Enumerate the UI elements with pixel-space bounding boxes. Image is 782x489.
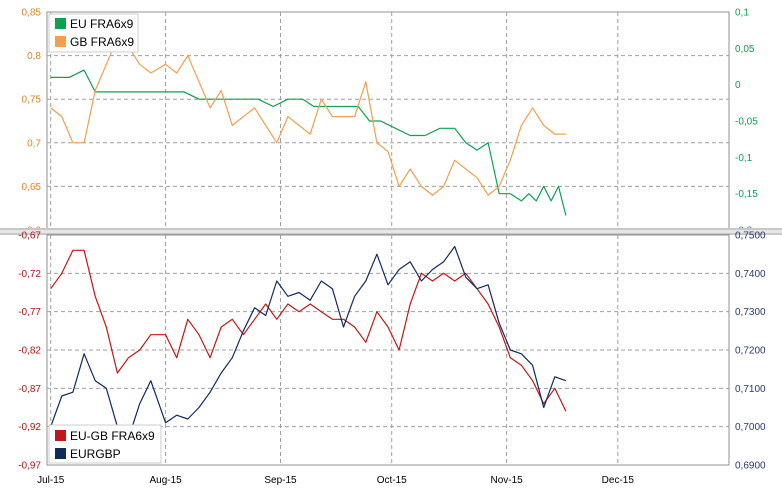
bottom-legend: EU-GB FRA6x9 EURGBP xyxy=(48,424,162,464)
bottom-left-tick-label: -0,97 xyxy=(18,461,41,472)
x-tick-label: Nov-15 xyxy=(490,475,523,486)
top-right-tick-label: -0,15 xyxy=(735,189,758,200)
series-line-eu-fra6x9 xyxy=(50,69,567,216)
bottom-grid xyxy=(47,235,729,465)
legend-label-eu-fra: EU FRA6x9 xyxy=(70,17,134,31)
panel-divider xyxy=(0,228,782,235)
bottom-series-lines xyxy=(50,245,567,439)
divider-band xyxy=(0,228,782,235)
bottom-panel: -0,67 -0,72 -0,77 -0,82 -0,87 -0,92 -0,97 0,75… xyxy=(18,231,766,472)
x-tick-label: Dec-15 xyxy=(602,475,635,486)
top-left-tick-label: 0,65 xyxy=(22,182,42,193)
x-tick-label: Aug-15 xyxy=(149,475,182,486)
bottom-right-tick-label: 0,7200 xyxy=(735,346,766,357)
legend-swatch-eu-fra xyxy=(55,18,66,29)
x-tick-label: Jul-15 xyxy=(37,475,65,486)
top-legend: EU FRA6x9 GB FRA6x9 xyxy=(48,13,139,53)
legend-swatch-eu-gb-fra xyxy=(55,430,66,441)
bottom-left-tick-label: -0,82 xyxy=(18,346,41,357)
series-line-gb-fra6x9 xyxy=(50,37,566,196)
bottom-legend-box xyxy=(48,424,162,464)
x-axis-ticks: Jul-15 Aug-15 Sep-15 Oct-15 Nov-15 Dec-15 xyxy=(37,475,634,486)
bottom-right-tick-label: 0,7000 xyxy=(735,422,766,433)
bottom-right-tick-label: 0,7400 xyxy=(735,269,766,280)
legend-label-eu-gb-fra: EU-GB FRA6x9 xyxy=(70,429,155,443)
top-right-tick-label: -0,1 xyxy=(735,153,753,164)
legend-swatch-gb-fra xyxy=(55,36,66,47)
top-left-tick-label: 0,85 xyxy=(22,8,42,19)
bottom-right-tick-label: 0,7500 xyxy=(735,231,766,242)
series-line-eu-gb-fra6x9 xyxy=(50,249,567,412)
bottom-left-axis-ticks: -0,67 -0,72 -0,77 -0,82 -0,87 -0,92 -0,97 xyxy=(18,231,41,472)
legend-label-eurgbp: EURGBP xyxy=(70,447,121,461)
bottom-right-tick-label: 0,7300 xyxy=(735,307,766,318)
bottom-left-tick-label: -0,72 xyxy=(18,269,41,280)
x-tick-label: Sep-15 xyxy=(264,475,297,486)
bottom-left-tick-label: -0,77 xyxy=(18,307,41,318)
bottom-right-axis-ticks: 0,7500 0,7400 0,7300 0,7200 0,7100 0,7000 0,69… xyxy=(735,231,766,472)
bottom-left-tick-label: -0,92 xyxy=(18,422,41,433)
top-grid xyxy=(47,12,729,230)
top-panel: 0,850,80,750,70,650,6 0,10,050-0,05-0,1-… xyxy=(22,8,759,237)
bottom-right-tick-label: 0,7100 xyxy=(735,384,766,395)
top-left-tick-label: 0,7 xyxy=(27,138,41,149)
top-right-tick-label: 0,1 xyxy=(735,8,749,19)
legend-label-gb-fra: GB FRA6x9 xyxy=(70,35,134,49)
top-right-tick-label: 0 xyxy=(735,80,741,91)
top-left-tick-label: 0,8 xyxy=(27,51,41,62)
bottom-left-tick-label: -0,67 xyxy=(18,231,41,242)
series-line-eurgbp xyxy=(50,245,567,439)
top-right-tick-label: -0,05 xyxy=(735,117,758,128)
top-series-lines xyxy=(50,37,567,216)
x-tick-label: Oct-15 xyxy=(377,475,407,486)
top-right-tick-label: 0,05 xyxy=(735,44,755,55)
bottom-left-tick-label: -0,87 xyxy=(18,384,41,395)
top-left-tick-label: 0,75 xyxy=(22,95,42,106)
top-plot-area xyxy=(46,11,730,231)
bottom-right-tick-label: 0,6900 xyxy=(735,461,766,472)
legend-swatch-eurgbp xyxy=(55,448,66,459)
